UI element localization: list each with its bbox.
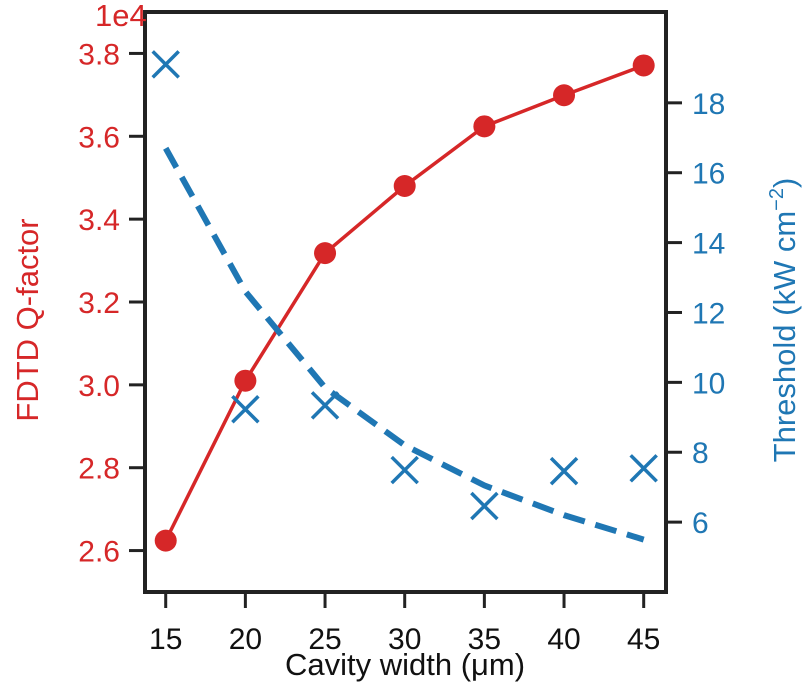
threshold-x-marker — [629, 454, 658, 483]
left-y-tick-label: 3.4 — [78, 204, 120, 237]
right-y-tick-label: 12 — [692, 297, 725, 330]
left-y-tick-label: 2.6 — [78, 536, 120, 569]
plot-marks — [151, 50, 658, 552]
threshold-x-marker — [390, 455, 419, 485]
threshold-x-marker — [151, 50, 180, 79]
left-offset-label: 1e4 — [95, 0, 147, 33]
right-y-tick-label: 16 — [692, 158, 725, 191]
right-axis-title-main: Threshold (kW cm — [767, 211, 802, 462]
q-factor-point — [234, 369, 257, 392]
threshold-fit-dashed-line — [163, 146, 645, 543]
left-y-tick-label: 3.8 — [78, 38, 120, 71]
right-y-tick-label: 14 — [692, 228, 725, 261]
q-factor-point — [314, 242, 337, 265]
x-tick-label: 45 — [627, 623, 660, 656]
threshold-x-marker — [231, 395, 260, 424]
q-factor-point — [553, 84, 576, 107]
right-y-tick-label: 10 — [692, 367, 725, 400]
q-factor-point — [154, 529, 177, 552]
q-factor-point — [393, 175, 416, 197]
right-axis-title: Threshold (kW cm−2) — [766, 178, 802, 463]
x-tick-label: 20 — [229, 623, 262, 656]
threshold-x-marker — [549, 456, 579, 486]
right-y-tick-label: 8 — [692, 437, 709, 470]
plot-frame — [143, 10, 668, 594]
x-axis: 15 20 25 30 35 40 45 — [149, 592, 660, 656]
right-axis-title-sup: −2 — [766, 188, 788, 211]
x-tick-label: 15 — [149, 623, 182, 656]
left-y-tick-label: 3.6 — [78, 121, 120, 154]
left-y-tick-label: 3.0 — [78, 370, 120, 403]
right-y-tick-label: 18 — [692, 88, 725, 121]
right-axis-title-close: ) — [767, 178, 802, 188]
left-y-tick-label: 2.8 — [78, 453, 120, 486]
left-axis-title: FDTD Q-factor — [10, 218, 45, 421]
x-tick-label: 25 — [308, 623, 341, 656]
x-tick-label: 30 — [388, 623, 421, 656]
x-tick-label: 35 — [468, 623, 501, 656]
x-tick-label: 40 — [547, 623, 580, 656]
x-axis-title: Cavity width (μm) — [285, 647, 525, 682]
right-y-axis: 6 8 10 12 14 16 18 — [666, 88, 725, 540]
left-y-tick-label: 3.2 — [78, 287, 120, 320]
right-y-tick-label: 6 — [692, 507, 709, 540]
threshold-x-marker — [470, 491, 499, 521]
q-factor-point — [632, 54, 655, 77]
q-factor-point — [473, 115, 496, 138]
left-y-axis: 2.6 2.8 3.0 3.2 3.4 3.6 3.8 — [78, 38, 145, 569]
